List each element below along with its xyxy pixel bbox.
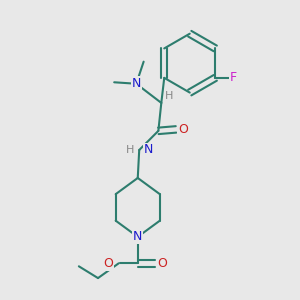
Text: N: N xyxy=(133,230,142,243)
Text: H: H xyxy=(126,145,134,155)
Text: F: F xyxy=(230,71,237,84)
Text: H: H xyxy=(165,92,174,101)
Text: O: O xyxy=(178,123,188,136)
Text: N: N xyxy=(132,77,141,90)
Text: O: O xyxy=(157,257,167,270)
Text: N: N xyxy=(144,143,153,157)
Text: O: O xyxy=(103,257,113,270)
